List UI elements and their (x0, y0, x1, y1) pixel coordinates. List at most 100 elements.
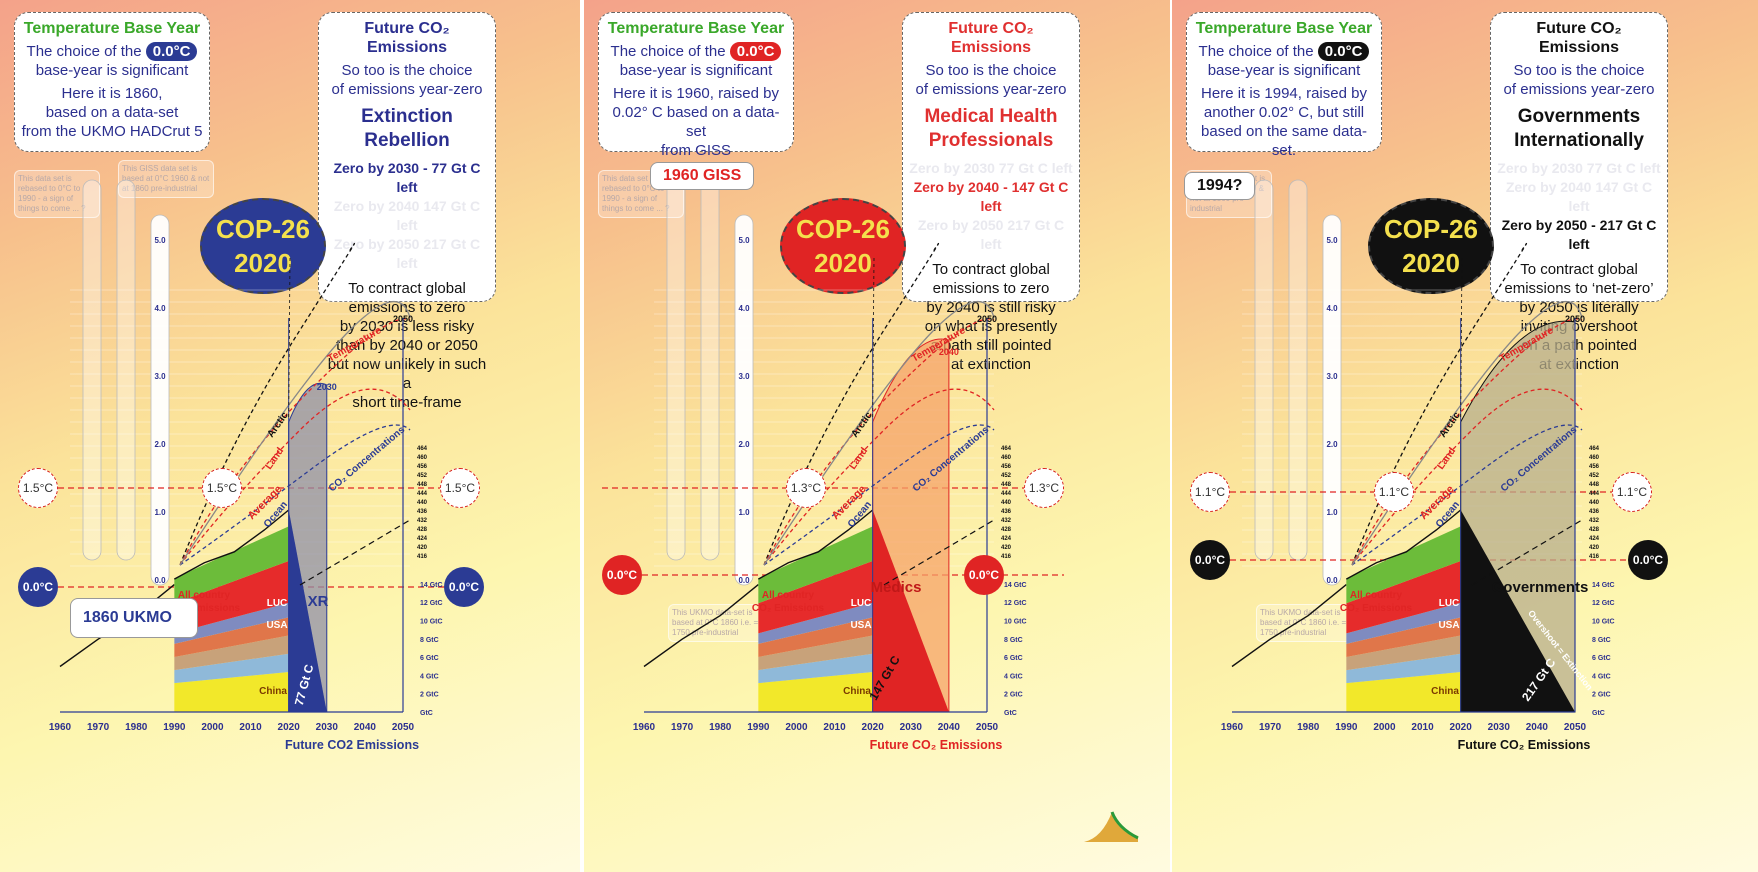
all-country-label: CO₂ Emissions (168, 603, 241, 614)
country-area (758, 671, 873, 712)
x-tick-label: 1970 (1259, 722, 1282, 733)
region-label-china: China (259, 686, 287, 697)
x-tick-label: 1970 (671, 722, 694, 733)
emissions-tick: 2 GtC (1004, 692, 1023, 699)
closing-line: emissions to zero (348, 299, 466, 316)
region-label-luc: LUC (851, 598, 872, 609)
country-area (174, 617, 289, 657)
base-year-detail: from the UKMO HADCrut 5 (21, 123, 203, 140)
temp-tick: 1.0 (1326, 508, 1338, 517)
year-2050-label: 2050 (977, 314, 997, 324)
base-year-badge: 0.0°C (729, 42, 782, 61)
concentration-tick: 460 (417, 455, 428, 461)
zero-temp-marker: 0.0°C (602, 555, 642, 595)
region-label-china: China (843, 686, 871, 697)
future-budget-wedge (872, 509, 949, 712)
x-tick-label: 2040 (1526, 722, 1549, 733)
base-year-badge: 0.0°C (1317, 42, 1370, 61)
future-intro: So too is the choice (925, 62, 1057, 79)
dataset-label: 1960 GISS (650, 162, 755, 190)
concentration-tick: 452 (417, 473, 428, 479)
x-tick-label: 2000 (785, 722, 808, 733)
emissions-tick: 8 GtC (1004, 637, 1023, 644)
projection-curve (1471, 519, 1583, 586)
all-country-label: CO₂ Emissions (1340, 603, 1413, 614)
closing-line: than by 2040 or 2050 (336, 337, 478, 354)
emissions-tick: GtC (1592, 710, 1605, 717)
emissions-line (643, 584, 759, 668)
temp-tick: 4.0 (1326, 304, 1338, 313)
curve-label-land: Land (1435, 446, 1458, 472)
base-year-detail: Here it is 1994, raised by (1201, 85, 1367, 102)
region-label-usa: USA (1438, 620, 1459, 631)
x-tick-label: 2020 (862, 722, 885, 733)
target-temp-marker: 1.5°C (18, 468, 58, 508)
country-area (758, 635, 873, 671)
x-tick-label: 2000 (1373, 722, 1396, 733)
x-axis-title: Future CO₂ Emissions (870, 738, 1003, 752)
x-tick-label: 1980 (125, 722, 148, 733)
emissions-tick: 6 GtC (1004, 655, 1023, 662)
concentration-tick: 428 (1001, 527, 1012, 533)
ghost-note: This data set is rebased to 0°C to 1990 … (14, 170, 100, 218)
thermometer (82, 179, 102, 561)
zero-option: Zero by 2050 217 Gt C left (917, 217, 1065, 252)
country-area (1346, 617, 1461, 657)
concentration-tick: 436 (417, 509, 428, 515)
cop-line: COP-26 (1384, 214, 1478, 244)
cop-line: 2020 (814, 248, 872, 278)
zero-option: Zero by 2030 - 77 Gt C left (333, 160, 481, 195)
base-year-title: Temperature Base Year (23, 20, 201, 37)
temp-tick: 5.0 (154, 236, 166, 245)
future-intro: So too is the choice (1513, 62, 1645, 79)
zero-option: Zero by 2040 147 Gt C left (333, 198, 481, 233)
concentration-tick: 452 (1001, 473, 1012, 479)
target-temp-marker: 1.1°C (1190, 472, 1230, 512)
zero-temp-marker: 0.0°C (964, 555, 1004, 595)
concentration-tick: 456 (1589, 464, 1600, 470)
end-year-label: 2030 (317, 382, 337, 392)
cop-line: COP-26 (216, 214, 310, 244)
region-label-usa: USA (850, 620, 871, 631)
future-title: Future CO₂ Emissions (1536, 20, 1622, 56)
concentration-tick: 424 (417, 536, 428, 542)
concentration-tick: 464 (1001, 446, 1012, 452)
x-tick-label: 1960 (1221, 722, 1244, 733)
base-year-detail: based on the same data-set. (1201, 123, 1367, 159)
x-tick-label: 2050 (392, 722, 415, 733)
future-budget-wedge (288, 509, 327, 712)
emissions-tick: 12 GtC (1004, 600, 1027, 607)
emissions-tick: 2 GtC (420, 692, 439, 699)
temp-tick: 1.0 (154, 508, 166, 517)
curve-label-arctic: Arctic (265, 410, 291, 440)
concentration-tick: 416 (417, 554, 428, 560)
actor-line: Extinction (361, 106, 453, 127)
x-tick-label: 1990 (163, 722, 186, 733)
curve-label-co2: CO₂ Concentrations (327, 424, 408, 494)
temp-tick: 0.0 (154, 576, 166, 585)
ghost-note: This UKMO data-set is based at 0°C 1860 … (1256, 604, 1352, 642)
temp-tick: 2.0 (154, 440, 166, 449)
concentration-tick: 440 (1589, 500, 1600, 506)
emissions-tick: 8 GtC (420, 637, 439, 644)
projection-curve (299, 519, 411, 586)
country-area (1346, 560, 1461, 634)
concentration-tick: 444 (1001, 491, 1012, 497)
target-temp-marker: 1.5°C (202, 468, 242, 508)
concentration-tick: 428 (1589, 527, 1600, 533)
x-tick-label: 2050 (1564, 722, 1587, 733)
emissions-tick: 14 GtC (1592, 582, 1615, 589)
all-country-label: All country (762, 590, 815, 601)
projection-curve (179, 388, 411, 566)
temp-tick: 2.0 (1326, 440, 1338, 449)
base-year-detail: based on a data-set (45, 104, 179, 121)
logo-shape (1084, 812, 1138, 842)
closing-line: emissions to zero (932, 280, 1050, 297)
thermometer (116, 179, 136, 561)
emissions-tick: 10 GtC (420, 619, 443, 626)
closing-line: short time-frame (352, 394, 462, 411)
country-area (758, 560, 873, 634)
emissions-tick: 12 GtC (1592, 600, 1615, 607)
thermometer (734, 214, 754, 586)
temp-tick: 0.0 (1326, 576, 1338, 585)
